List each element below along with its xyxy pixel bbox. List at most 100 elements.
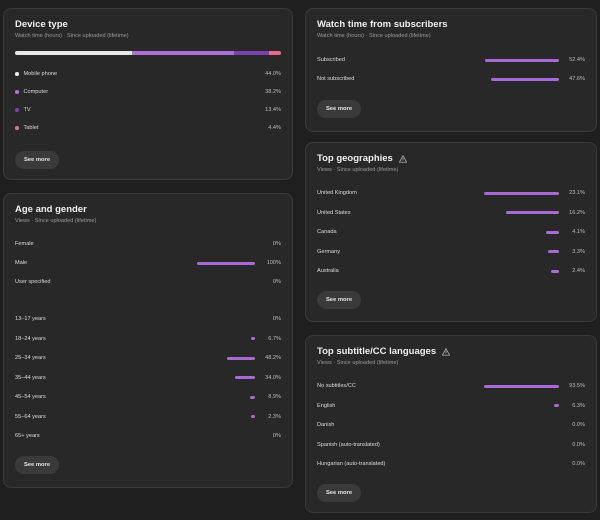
row-label-text: Hungarian (auto-translated) [317, 461, 386, 467]
row-label-text: 25–34 years [15, 355, 46, 361]
card-title-text: Top subtitle/CC languages [317, 346, 437, 357]
card-subtitle: Views · Since uploaded (lifetime) [15, 218, 97, 224]
row-value: 0.0% [572, 441, 585, 448]
legend-dot [15, 108, 19, 112]
bar-track [380, 443, 559, 446]
row-label-text: TV [23, 107, 31, 113]
row-label-text: English [317, 402, 336, 409]
row-value: 23.1% [569, 190, 585, 196]
bar-track [357, 191, 559, 195]
row-value: 0% [272, 279, 281, 285]
row-label-text: Subscribed [317, 57, 345, 63]
row-label: United Kingdom [317, 190, 357, 196]
stack-segment [15, 51, 133, 55]
row-bar [483, 191, 559, 195]
card-title: Top geographies [317, 153, 585, 164]
language-row: Spanish (auto-translated) 0.0% [317, 440, 585, 450]
row-label-text: United Kingdom [317, 190, 357, 196]
warning-icon[interactable] [442, 347, 451, 356]
row-bar [235, 376, 255, 379]
row-label: 13–17 years [15, 316, 46, 322]
card-title: Age and gender [15, 204, 87, 215]
card-subtitle: Watch time (hours) · Since uploaded (lif… [317, 33, 431, 39]
see-more-button[interactable]: See more [317, 100, 361, 118]
row-label: Australia [317, 268, 339, 274]
row-value: 8.9% [268, 394, 281, 400]
gender-row: Female 0% [15, 239, 281, 249]
row-label: Hungarian (auto-translated) [317, 461, 385, 467]
card-title: Device type [15, 19, 68, 30]
row-value: 16.2% [569, 209, 585, 216]
row-bar [506, 211, 559, 214]
bar-track [351, 211, 559, 214]
bar-track [334, 424, 559, 427]
device-stacked-bar [15, 51, 281, 55]
card-subtitle: Views · Since uploaded (lifetime) [317, 360, 399, 366]
row-label: United States [317, 210, 351, 216]
age-row: 65+ years 0% [15, 431, 281, 441]
row-label: Not subscribed [317, 76, 354, 82]
card-title-text: Top geographies [317, 153, 393, 164]
row-label-text: Germany [317, 248, 341, 255]
row-label-text: 55–64 years [15, 413, 46, 420]
age-gender-card: Age and gender Views · Since uploaded (l… [3, 193, 293, 488]
geography-row: Canada 4.1% [317, 227, 585, 237]
bar-track [50, 281, 255, 284]
row-label-text: 13–17 years [15, 316, 46, 322]
row-label-text: Male [15, 260, 28, 266]
row-bar [484, 58, 559, 62]
row-bar [251, 337, 255, 340]
language-row: Hungarian (auto-translated) 0.0% [317, 459, 585, 469]
row-label: Canada [317, 229, 337, 235]
row-label-text: Mobile phone [23, 71, 58, 77]
bar-track [340, 250, 559, 253]
row-label-text: Spanish (auto-translated) [317, 441, 380, 448]
row-value: 6.3% [572, 402, 585, 409]
row-label: Mobile phone [15, 71, 57, 77]
age-row: 35–44 years 34.0% [15, 373, 281, 383]
bar-track [46, 318, 255, 321]
see-more-button[interactable]: See more [317, 291, 361, 309]
row-value: 0% [272, 433, 281, 439]
warning-icon[interactable] [398, 154, 407, 163]
bar-track [337, 230, 559, 234]
row-value: 0.0% [572, 461, 585, 467]
row-value: 44.0% [265, 71, 281, 77]
card-subtitle: Watch time (hours) · Since uploaded (lif… [15, 33, 129, 39]
age-row: 18–24 years 6.7% [15, 334, 281, 344]
row-label: Female [15, 241, 34, 247]
row-label-text: 65+ years [15, 433, 40, 439]
row-bar [545, 230, 559, 234]
see-more-button[interactable]: See more [317, 484, 361, 502]
see-more-button[interactable]: See more [15, 151, 59, 169]
row-label-text: United States [317, 209, 351, 216]
row-label-text: Tablet [23, 125, 39, 131]
row-value: 6.7% [268, 335, 281, 342]
geography-row: United Kingdom 23.1% [317, 188, 585, 198]
subscriber-row: Not subscribed 47.6% [317, 74, 585, 84]
bar-track [46, 395, 255, 399]
geography-row: United States 16.2% [317, 208, 585, 218]
row-value: 4.1% [572, 229, 585, 235]
see-more-button[interactable]: See more [15, 456, 59, 474]
row-label: 65+ years [15, 433, 40, 439]
row-bar [227, 356, 255, 360]
stack-segment [269, 51, 281, 55]
row-value: 0% [272, 316, 281, 322]
age-row: 45–54 years 8.9% [15, 392, 281, 402]
row-label: Computer [15, 89, 48, 95]
row-label: English [317, 403, 335, 409]
geography-row: Germany 3.3% [317, 247, 585, 257]
languages-card: Top subtitle/CC languages Views · Since … [305, 335, 597, 513]
row-bar [251, 415, 255, 418]
device-row: TV 13.4% [15, 105, 281, 115]
row-label: User specified [15, 279, 50, 285]
row-value: 4.4% [268, 125, 281, 131]
row-value: 0% [272, 241, 281, 247]
language-row: No subtitles/CC 93.5% [317, 381, 585, 391]
bar-track [335, 404, 559, 407]
row-label: Subscribed [317, 57, 345, 63]
subscriber-row: Subscribed 52.4% [317, 55, 585, 65]
geographies-card: Top geographies Views · Since uploaded (… [305, 142, 597, 322]
row-label: Germany [317, 249, 340, 255]
